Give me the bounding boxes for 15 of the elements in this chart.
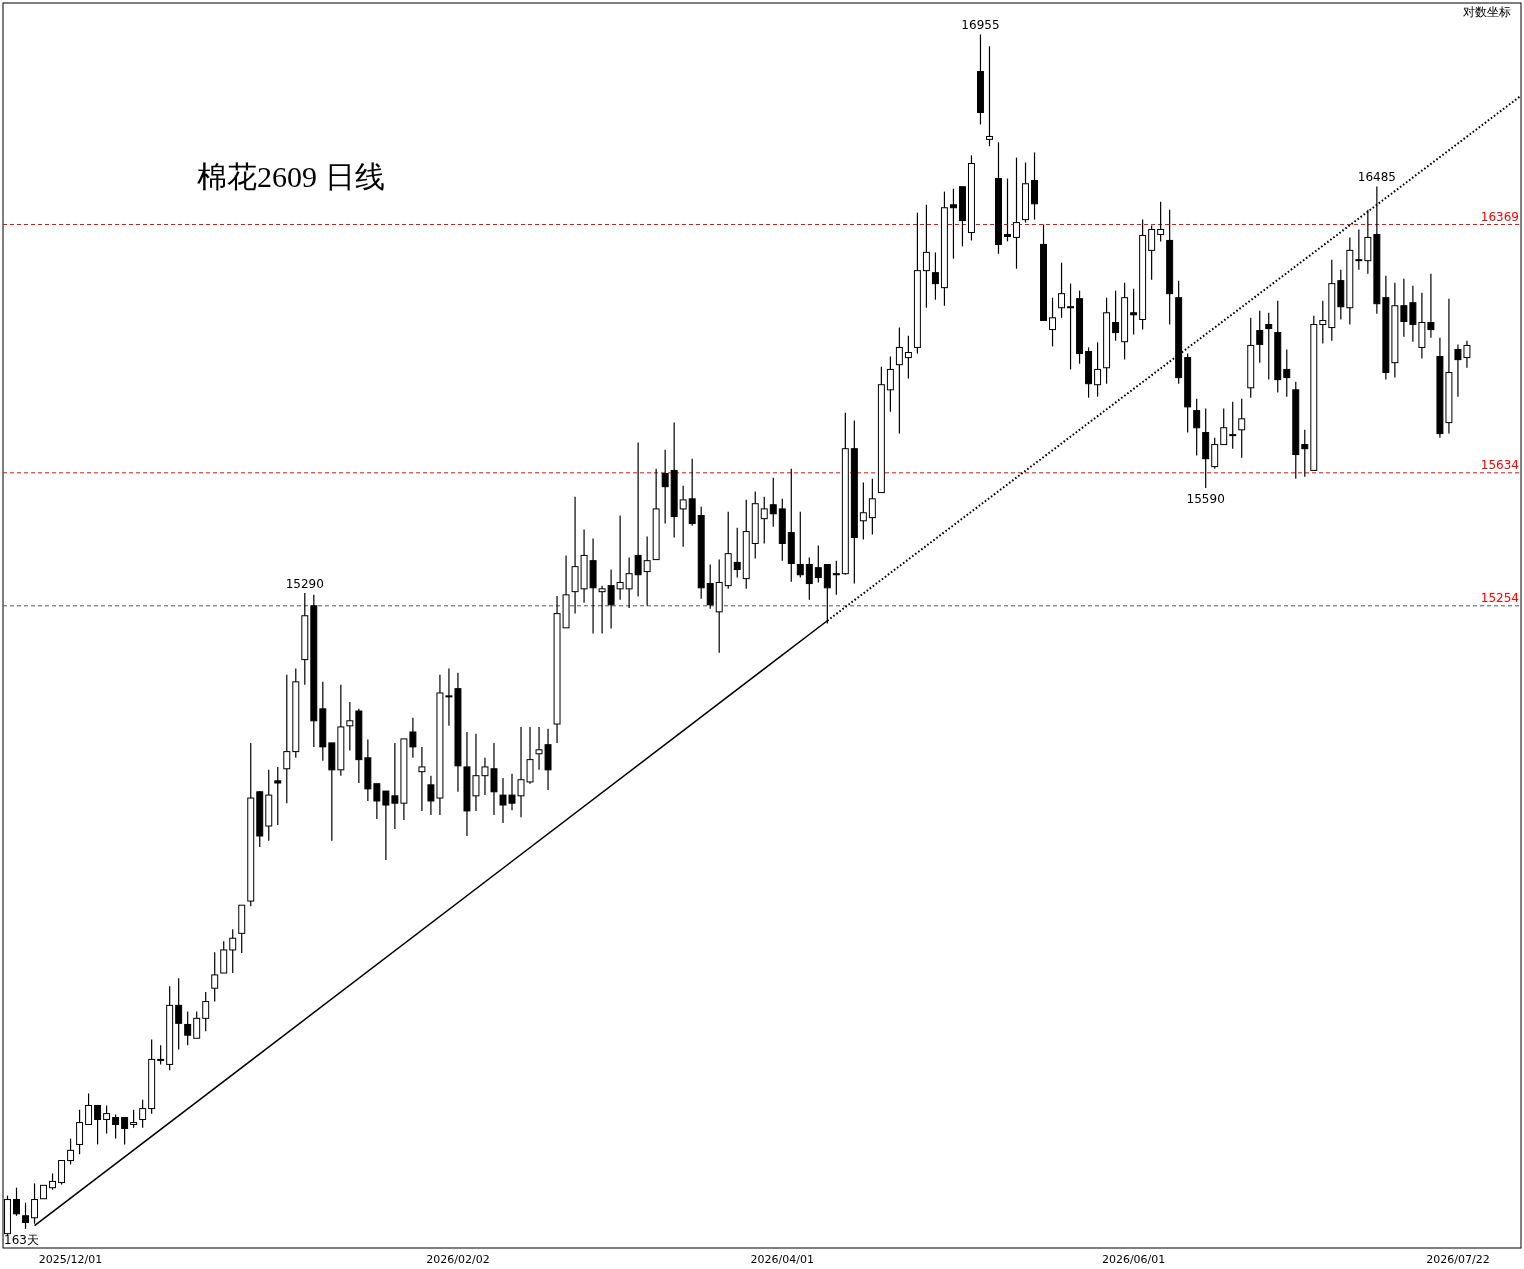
ref-line-label: 16369 bbox=[1480, 209, 1519, 224]
annotation: 15590 bbox=[1186, 492, 1225, 507]
ref-line-label: 15254 bbox=[1480, 590, 1519, 605]
annotation: 16485 bbox=[1357, 170, 1396, 185]
x-tick-label: 2026/02/02 bbox=[426, 1253, 490, 1266]
x-tick-label: 2026/06/01 bbox=[1101, 1253, 1166, 1266]
annotation: 15290 bbox=[285, 577, 324, 592]
x-tick-label: 2026/04/01 bbox=[750, 1253, 814, 1266]
ref-line-label: 15634 bbox=[1480, 457, 1519, 472]
annotation: 163天 bbox=[4, 1233, 39, 1247]
text: 棉花2609 日线 bbox=[197, 160, 385, 193]
x-tick-label: 2025/12/01 bbox=[38, 1253, 103, 1266]
x-tick-label: 2026/07/22 bbox=[1426, 1253, 1490, 1266]
annotation: 16955 bbox=[961, 18, 1000, 33]
annotation: 对数坐标 bbox=[1463, 5, 1511, 19]
